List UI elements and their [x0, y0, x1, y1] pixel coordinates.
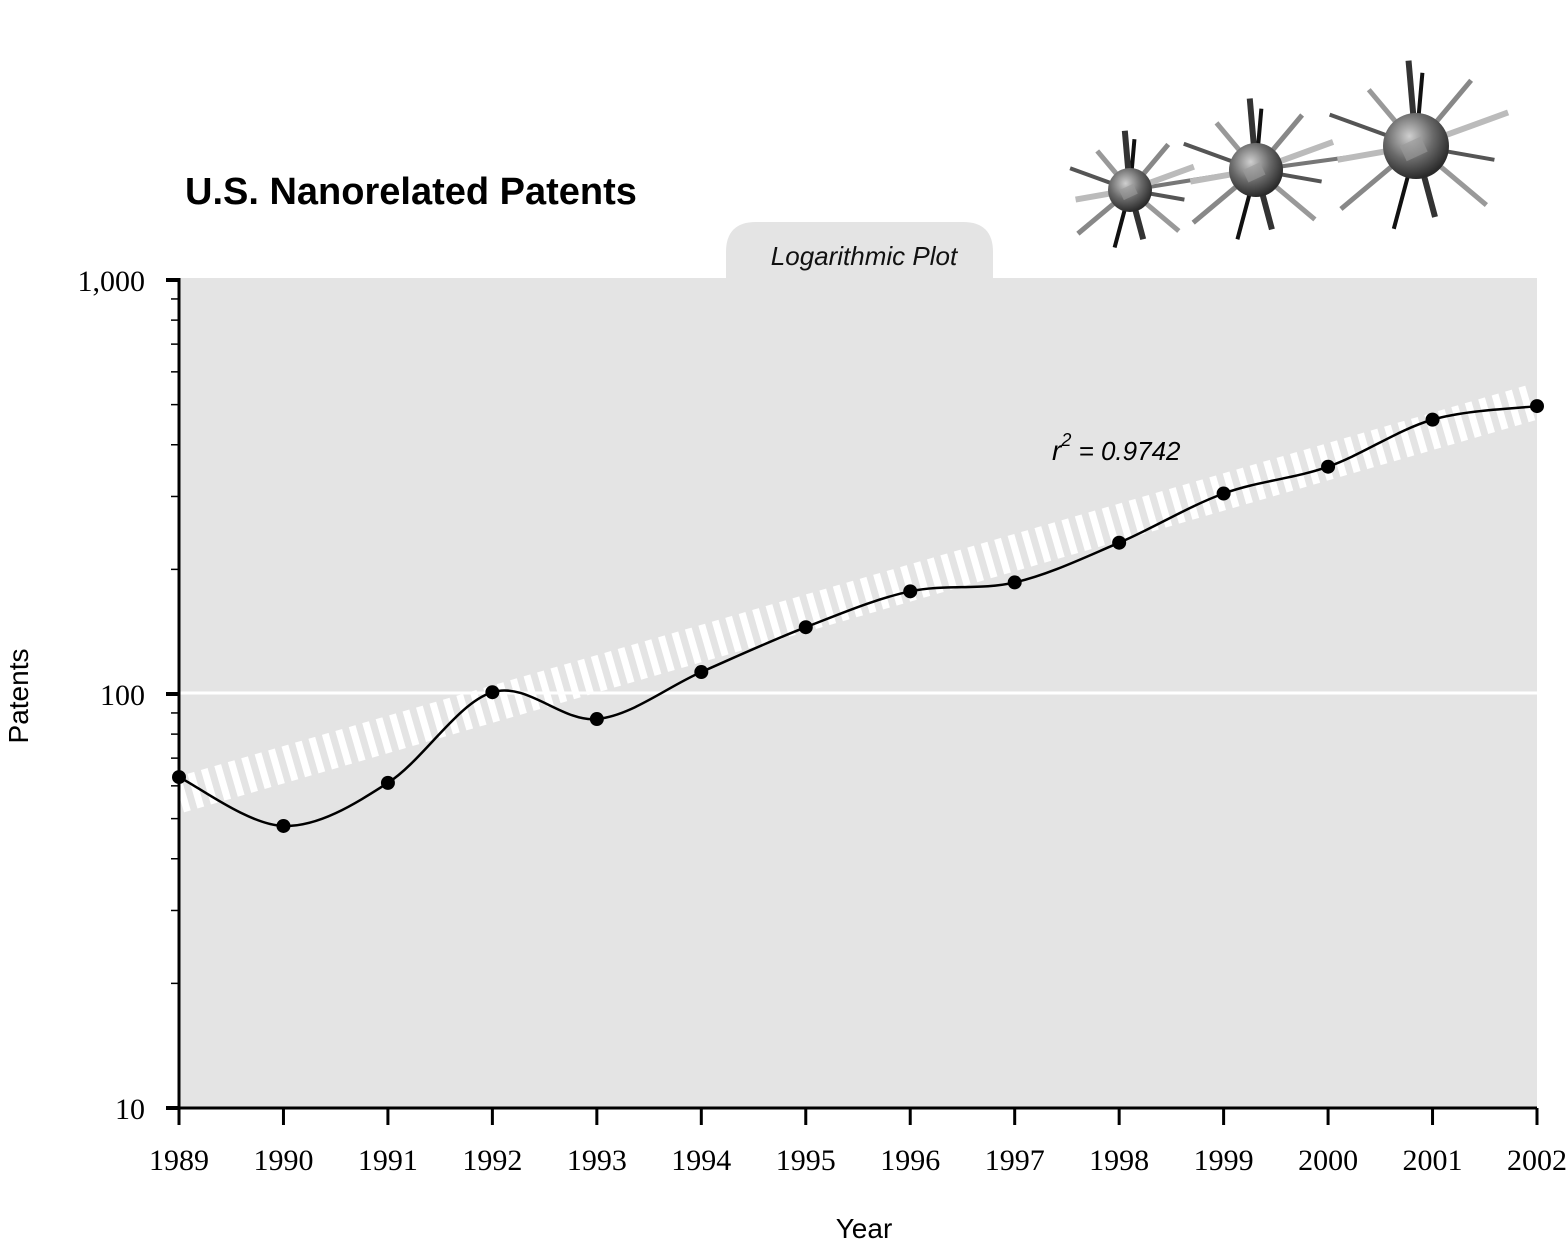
- x-tick-label: 1993: [567, 1144, 627, 1177]
- data-point-1992: [485, 685, 499, 699]
- nanoparticle-icon: [1330, 61, 1508, 229]
- x-tick-label: 1990: [253, 1144, 313, 1177]
- r-squared-annotation: r2 = 0.9742: [1052, 430, 1181, 466]
- r-exponent: 2: [1060, 430, 1071, 450]
- r-squared-value: = 0.9742: [1071, 436, 1181, 466]
- nanoparticle-icon: [1184, 99, 1333, 240]
- data-point-1995: [799, 620, 813, 634]
- plot-tab-label: Logarithmic Plot: [771, 241, 959, 271]
- nanoparticle-icon: [1070, 131, 1194, 248]
- x-axis-label: Year: [836, 1213, 893, 1244]
- chart-title: U.S. Nanorelated Patents: [185, 171, 637, 213]
- x-tick-label: 1997: [985, 1144, 1045, 1177]
- x-tick-label: 2000: [1298, 1144, 1358, 1177]
- x-tick-label: 1989: [149, 1144, 209, 1177]
- y-tick-label: 100: [100, 679, 145, 712]
- x-tick-label: 1996: [880, 1144, 940, 1177]
- x-tick-label: 1991: [358, 1144, 418, 1177]
- x-tick-label: 1998: [1089, 1144, 1149, 1177]
- x-tick-label: 2001: [1403, 1144, 1463, 1177]
- data-point-2001: [1426, 413, 1440, 427]
- y-axis-label: Patents: [3, 649, 34, 744]
- data-point-1990: [276, 819, 290, 833]
- data-point-1994: [694, 665, 708, 679]
- y-ticks: 10 100 1,000: [78, 265, 181, 1126]
- x-tick-label: 1992: [462, 1144, 522, 1177]
- data-point-2002: [1530, 399, 1544, 413]
- data-point-1998: [1112, 536, 1126, 550]
- plot-tab: Logarithmic Plot: [726, 222, 993, 278]
- nanoparticle-cluster-icon: [1070, 61, 1508, 248]
- data-point-1991: [381, 776, 395, 790]
- y-tick-label: 10: [115, 1093, 145, 1126]
- data-point-2000: [1321, 460, 1335, 474]
- y-tick-label: 1,000: [78, 265, 146, 298]
- x-tick-label: 1994: [671, 1144, 731, 1177]
- data-point-1993: [590, 712, 604, 726]
- x-tick-label: 1995: [776, 1144, 836, 1177]
- data-point-1997: [1008, 575, 1022, 589]
- x-tick-label: 2002: [1507, 1144, 1567, 1177]
- x-tick-label: 1999: [1194, 1144, 1254, 1177]
- data-point-1996: [903, 584, 917, 598]
- data-point-1999: [1217, 486, 1231, 500]
- x-ticks: 1989 1990 1991 1992 1993 1994 1995 1996 1997 1998…: [149, 1108, 1567, 1177]
